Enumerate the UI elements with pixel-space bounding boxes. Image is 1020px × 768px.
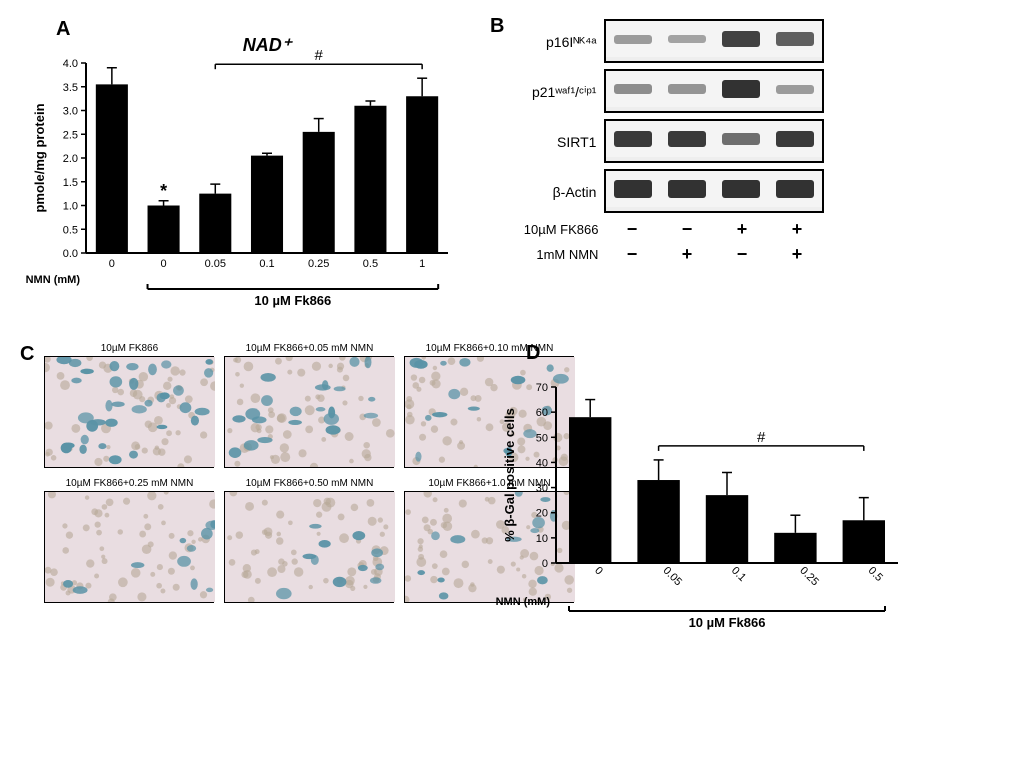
blot-row-label: β-Actin	[514, 184, 604, 200]
svg-text:0.1: 0.1	[259, 258, 274, 270]
svg-text:NMN (mM): NMN (mM)	[496, 596, 551, 608]
svg-text:1.0: 1.0	[63, 201, 78, 213]
condition-value: +	[659, 244, 714, 265]
svg-text:0.05: 0.05	[660, 565, 684, 589]
blot-strip	[604, 19, 824, 63]
svg-text:3.0: 3.0	[63, 106, 78, 118]
svg-text:4.0: 4.0	[63, 58, 78, 70]
svg-text:30: 30	[536, 483, 548, 495]
svg-text:0: 0	[161, 258, 167, 270]
svg-text:1.5: 1.5	[63, 177, 78, 189]
panel-d: D 0 10 20 30 40 50 60 70 % β-Gal positive cells 0 0…	[490, 343, 990, 643]
micrograph: 10µM FK866	[44, 343, 214, 468]
svg-text:pmole/mg protein: pmole/mg protein	[32, 103, 47, 212]
condition-value: +	[769, 219, 824, 240]
panel-c-label: C	[20, 343, 34, 366]
micrograph: 10µM FK866+0.50 mM NMN	[224, 478, 394, 603]
svg-text:10 µM Fk866: 10 µM Fk866	[254, 293, 331, 308]
svg-text:10 µM Fk866: 10 µM Fk866	[689, 615, 766, 630]
svg-text:0: 0	[542, 558, 548, 570]
blot-strip	[604, 119, 824, 163]
micrograph: 10µM FK866+0.25 mM NMN	[44, 478, 214, 603]
blot-strip	[604, 69, 824, 113]
svg-text:% β-Gal positive cells: % β-Gal positive cells	[502, 408, 517, 542]
panel-c: C 10µM FK866 10µM FK866+0.05 mM NMN 10µM…	[20, 343, 460, 643]
micrograph: 10µM FK866+0.05 mM NMN	[224, 343, 394, 468]
panel-b: B p16Iᴺᴷ⁴ᵃ p21ʷᵃᶠ¹/ᶜⁱᵖ¹ SIRT1 β-Actin 10µM F…	[490, 15, 990, 325]
svg-text:NMN (mM): NMN (mM)	[26, 274, 81, 286]
svg-text:0.05: 0.05	[205, 258, 226, 270]
svg-text:*: *	[160, 181, 167, 201]
condition-value: −	[659, 219, 714, 240]
svg-text:0.0: 0.0	[63, 248, 78, 260]
condition-value: −	[604, 244, 659, 265]
micrograph-caption: 10µM FK866+0.05 mM NMN	[224, 343, 394, 354]
svg-text:0.5: 0.5	[866, 565, 885, 584]
condition-label: 10µM FK866	[514, 222, 604, 237]
svg-text:0.25: 0.25	[797, 565, 821, 589]
blot-strip	[604, 169, 824, 213]
svg-text:NAD⁺: NAD⁺	[243, 35, 294, 55]
svg-text:2.5: 2.5	[63, 129, 78, 141]
panel-a: A NAD⁺ 0.0 0.5 1.0 1.5 2.0 2.5 3.0 3.5 4.0 pmole/mg…	[20, 15, 460, 325]
micrograph-caption: 10µM FK866+0.50 mM NMN	[224, 478, 394, 489]
svg-text:D: D	[526, 343, 540, 364]
condition-value: −	[604, 219, 659, 240]
svg-text:0.1: 0.1	[729, 565, 748, 584]
svg-text:0: 0	[592, 565, 605, 578]
micrograph-caption: 10µM FK866	[44, 343, 214, 354]
svg-text:A: A	[56, 18, 70, 40]
svg-text:40: 40	[536, 457, 548, 469]
svg-text:3.5: 3.5	[63, 82, 78, 94]
svg-text:50: 50	[536, 432, 548, 444]
panel-b-label: B	[490, 15, 504, 265]
svg-text:0.25: 0.25	[308, 258, 329, 270]
condition-value: +	[714, 219, 769, 240]
blot-row-label: p16Iᴺᴷ⁴ᵃ	[514, 34, 604, 50]
svg-text:0: 0	[109, 258, 115, 270]
svg-text:0.5: 0.5	[63, 224, 78, 236]
svg-text:10: 10	[536, 533, 548, 545]
svg-text:70: 70	[536, 382, 548, 394]
svg-text:20: 20	[536, 508, 548, 520]
condition-value: −	[714, 244, 769, 265]
blot-row-label: SIRT1	[514, 134, 604, 150]
svg-text:2.0: 2.0	[63, 153, 78, 165]
blot-row-label: p21ʷᵃᶠ¹/ᶜⁱᵖ¹	[514, 84, 604, 101]
svg-text:1: 1	[419, 258, 425, 270]
svg-text:#: #	[315, 47, 324, 64]
condition-label: 1mM NMN	[514, 247, 604, 262]
svg-text:60: 60	[536, 407, 548, 419]
micrograph-caption: 10µM FK866+0.25 mM NMN	[44, 478, 214, 489]
condition-value: +	[769, 244, 824, 265]
svg-text:0.5: 0.5	[363, 258, 378, 270]
svg-text:#: #	[757, 429, 766, 446]
